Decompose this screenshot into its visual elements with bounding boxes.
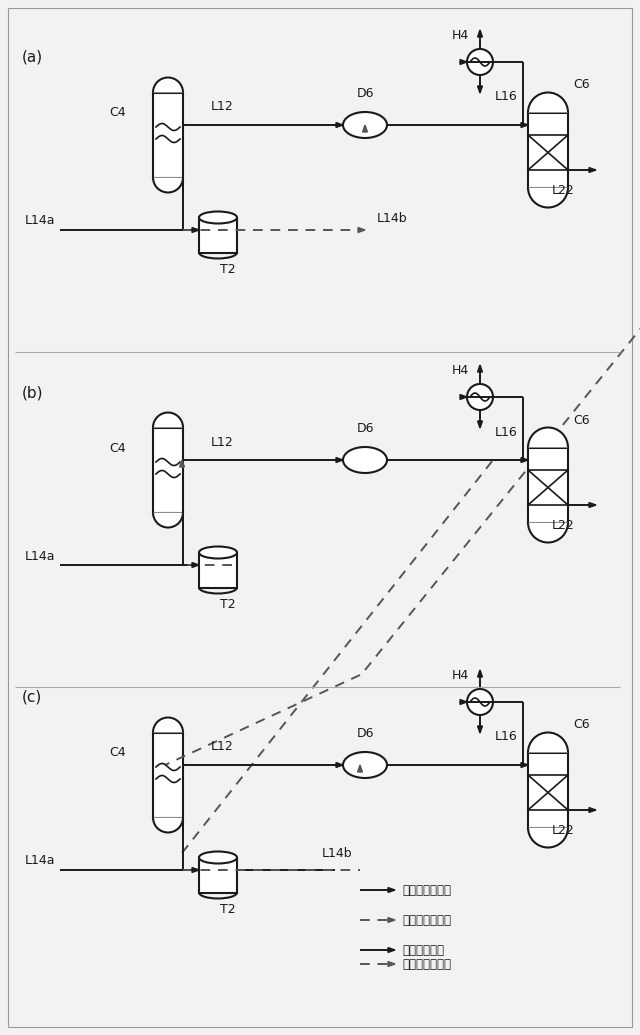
Polygon shape (388, 948, 395, 952)
Text: H4: H4 (451, 364, 468, 377)
Polygon shape (589, 503, 596, 507)
Bar (153, 92, 183, 177)
Text: 流通中または: 流通中または (402, 944, 444, 956)
Text: (c): (c) (22, 690, 42, 705)
Text: L12: L12 (211, 436, 234, 448)
Polygon shape (477, 726, 483, 733)
Polygon shape (460, 394, 467, 400)
Ellipse shape (343, 112, 387, 138)
Wedge shape (528, 427, 568, 447)
Polygon shape (521, 457, 528, 463)
Bar (199, 858, 237, 892)
Text: L22: L22 (552, 824, 574, 837)
Bar (153, 733, 183, 818)
Text: L14a: L14a (24, 855, 55, 867)
Text: 流通中のライン: 流通中のライン (402, 884, 451, 896)
Polygon shape (358, 228, 365, 233)
Wedge shape (153, 818, 183, 832)
Text: C6: C6 (573, 718, 589, 732)
Text: L14a: L14a (24, 214, 55, 228)
Polygon shape (192, 563, 199, 567)
Polygon shape (460, 60, 467, 64)
Polygon shape (589, 807, 596, 812)
Text: 閉止中のライン: 閉止中のライン (402, 914, 451, 926)
Polygon shape (336, 122, 343, 127)
Wedge shape (153, 78, 183, 92)
Polygon shape (358, 765, 362, 772)
Text: H4: H4 (451, 29, 468, 42)
Bar (528, 113, 568, 187)
Text: 閉止中のライン: 閉止中のライン (402, 957, 451, 971)
Text: C6: C6 (573, 79, 589, 91)
Text: L14b: L14b (377, 211, 408, 225)
Text: (b): (b) (22, 385, 44, 400)
Text: L22: L22 (552, 184, 574, 197)
Polygon shape (336, 457, 343, 463)
Wedge shape (153, 413, 183, 427)
Bar (528, 447, 568, 523)
Ellipse shape (343, 752, 387, 778)
Text: L16: L16 (495, 90, 518, 104)
Text: T2: T2 (220, 598, 236, 611)
Ellipse shape (343, 447, 387, 473)
Polygon shape (477, 86, 483, 93)
Polygon shape (336, 763, 343, 767)
Circle shape (467, 689, 493, 715)
Bar (528, 752, 568, 828)
Text: C4: C4 (109, 442, 126, 454)
Text: C6: C6 (573, 414, 589, 426)
Polygon shape (362, 125, 367, 132)
Wedge shape (528, 733, 568, 752)
Polygon shape (388, 918, 395, 922)
Text: L14a: L14a (24, 550, 55, 562)
Text: L12: L12 (211, 740, 234, 753)
Ellipse shape (199, 852, 237, 863)
Polygon shape (388, 962, 395, 967)
Text: L22: L22 (552, 519, 574, 532)
Text: T2: T2 (220, 903, 236, 916)
Ellipse shape (199, 546, 237, 559)
Text: L12: L12 (211, 100, 234, 114)
Circle shape (467, 49, 493, 75)
Ellipse shape (199, 211, 237, 224)
Wedge shape (528, 92, 568, 113)
Text: D6: D6 (356, 87, 374, 100)
Text: L14b: L14b (322, 847, 352, 860)
Wedge shape (153, 512, 183, 528)
Polygon shape (477, 670, 483, 677)
Wedge shape (528, 828, 568, 848)
Bar (153, 427, 183, 512)
Bar (199, 217, 237, 253)
Polygon shape (460, 700, 467, 705)
Circle shape (467, 384, 493, 410)
Bar (199, 553, 237, 588)
Text: T2: T2 (220, 263, 236, 276)
Polygon shape (477, 30, 483, 37)
Polygon shape (388, 888, 395, 892)
Wedge shape (528, 523, 568, 542)
Polygon shape (521, 763, 528, 767)
Text: L16: L16 (495, 425, 518, 439)
Text: (a): (a) (22, 50, 43, 65)
Polygon shape (192, 228, 199, 233)
Polygon shape (521, 122, 528, 127)
Wedge shape (528, 187, 568, 207)
Text: D6: D6 (356, 727, 374, 740)
Polygon shape (589, 168, 596, 173)
Text: H4: H4 (451, 669, 468, 682)
Polygon shape (192, 867, 199, 873)
Text: L16: L16 (495, 731, 518, 743)
Text: D6: D6 (356, 422, 374, 435)
Wedge shape (153, 177, 183, 193)
Text: C4: C4 (109, 746, 126, 760)
Polygon shape (477, 421, 483, 428)
Polygon shape (180, 460, 184, 467)
Wedge shape (153, 717, 183, 733)
Polygon shape (477, 365, 483, 372)
Text: C4: C4 (109, 107, 126, 119)
